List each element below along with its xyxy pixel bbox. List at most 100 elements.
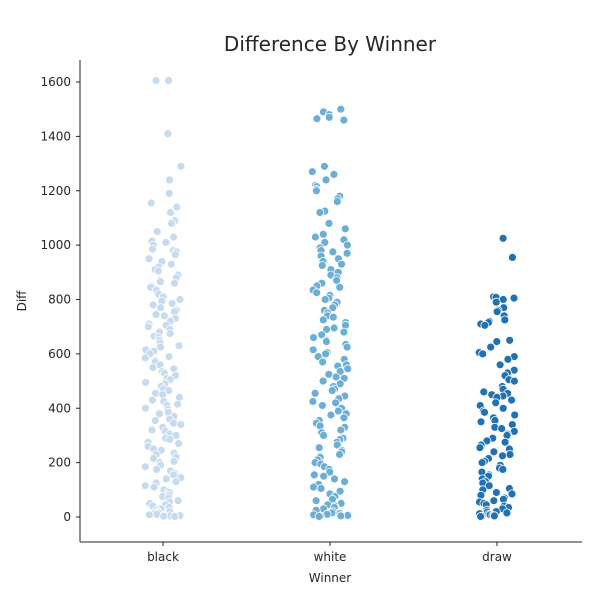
data-point-black bbox=[165, 329, 175, 338]
data-point-white bbox=[318, 229, 328, 239]
data-point-white bbox=[327, 386, 337, 396]
data-point-draw bbox=[491, 488, 501, 497]
data-point-black bbox=[151, 76, 161, 85]
data-point-white bbox=[332, 197, 342, 207]
data-point-black bbox=[172, 202, 182, 212]
data-point-white bbox=[328, 312, 338, 322]
data-point-draw bbox=[489, 447, 499, 457]
data-point-white bbox=[330, 474, 339, 484]
data-point-draw bbox=[479, 387, 489, 397]
y-tick-label: 400 bbox=[48, 401, 71, 415]
data-point-draw bbox=[509, 293, 519, 303]
data-point-white bbox=[309, 470, 319, 480]
data-point-black bbox=[173, 399, 183, 409]
data-point-draw bbox=[492, 337, 502, 347]
data-point-black bbox=[171, 430, 181, 440]
data-point-white bbox=[317, 401, 327, 410]
data-point-white bbox=[321, 337, 331, 347]
data-point-white bbox=[311, 186, 321, 196]
data-point-black bbox=[174, 439, 184, 449]
data-point-black bbox=[154, 409, 164, 419]
data-point-black bbox=[143, 322, 153, 332]
y-axis-ticks: 0 200 400 600 800 1000 1200 1400 1600 bbox=[40, 75, 80, 524]
data-point-black bbox=[170, 250, 180, 260]
data-point-black bbox=[148, 300, 158, 310]
data-point-white bbox=[318, 315, 328, 325]
data-point-white bbox=[307, 167, 317, 177]
data-point-white bbox=[310, 232, 320, 242]
data-point-draw bbox=[476, 417, 486, 427]
data-point-draw bbox=[489, 496, 499, 506]
data-point-black bbox=[169, 418, 178, 428]
data-point-draw bbox=[505, 335, 515, 345]
data-point-black bbox=[166, 259, 176, 269]
data-point-black bbox=[150, 416, 160, 425]
data-point-white bbox=[324, 369, 334, 379]
data-point-white bbox=[339, 413, 349, 423]
data-point-black bbox=[156, 342, 165, 352]
y-tick-label: 200 bbox=[48, 456, 71, 470]
data-point-black bbox=[155, 277, 165, 287]
data-point-white bbox=[312, 114, 322, 124]
data-point-white bbox=[324, 112, 334, 122]
x-tick-label-draw: draw bbox=[482, 550, 512, 564]
data-point-draw bbox=[508, 252, 517, 262]
data-point-draw bbox=[498, 403, 508, 413]
data-point-black bbox=[141, 377, 151, 387]
data-point-draw bbox=[495, 360, 505, 370]
data-point-black bbox=[167, 299, 177, 309]
data-point-draw bbox=[476, 512, 486, 521]
data-point-black bbox=[175, 295, 185, 304]
y-tick-label: 1400 bbox=[40, 129, 71, 143]
data-point-white bbox=[335, 486, 345, 496]
data-point-black bbox=[144, 254, 154, 264]
data-point-draw bbox=[502, 508, 512, 518]
data-point-draw bbox=[475, 443, 485, 453]
data-point-black bbox=[147, 425, 157, 435]
data-point-draw bbox=[500, 315, 510, 325]
data-point-white bbox=[340, 477, 350, 487]
data-point-white bbox=[315, 208, 325, 217]
data-point-white bbox=[324, 218, 334, 228]
data-point-white bbox=[308, 345, 318, 355]
data-point-draw bbox=[505, 450, 515, 459]
y-tick-label: 1200 bbox=[40, 184, 71, 198]
data-point-black bbox=[146, 198, 156, 208]
data-point-draw bbox=[492, 307, 502, 317]
data-point-black bbox=[149, 454, 158, 463]
data-point-white bbox=[308, 397, 318, 406]
data-point-draw bbox=[500, 437, 510, 447]
data-point-white bbox=[320, 295, 330, 304]
data-point-white bbox=[342, 342, 352, 352]
data-point-draw bbox=[477, 458, 487, 468]
data-point-black bbox=[164, 386, 174, 396]
data-point-black bbox=[164, 76, 174, 85]
data-point-black bbox=[159, 311, 169, 321]
data-point-draw bbox=[498, 464, 508, 474]
data-point-black bbox=[164, 189, 174, 198]
data-point-draw bbox=[507, 489, 517, 499]
data-point-white bbox=[312, 288, 322, 298]
data-point-white bbox=[340, 224, 350, 234]
data-point-draw bbox=[478, 349, 488, 359]
data-point-black bbox=[140, 481, 150, 491]
data-point-white bbox=[319, 430, 329, 440]
data-point-white bbox=[319, 161, 329, 171]
data-point-white bbox=[337, 259, 346, 269]
data-point-black bbox=[170, 278, 179, 288]
data-point-black bbox=[156, 303, 166, 313]
data-point-black bbox=[141, 403, 150, 413]
data-point-white bbox=[309, 333, 318, 343]
x-axis-label: Winner bbox=[309, 571, 352, 585]
y-tick-label: 1600 bbox=[40, 75, 71, 89]
data-point-draw bbox=[480, 407, 489, 417]
data-point-white bbox=[309, 482, 318, 492]
data-point-draw bbox=[497, 424, 507, 434]
data-point-white bbox=[343, 364, 353, 374]
data-point-draw bbox=[510, 376, 519, 386]
data-point-white bbox=[335, 450, 344, 459]
data-point-black bbox=[165, 175, 174, 185]
data-point-black bbox=[148, 363, 158, 372]
data-point-white bbox=[339, 327, 349, 337]
